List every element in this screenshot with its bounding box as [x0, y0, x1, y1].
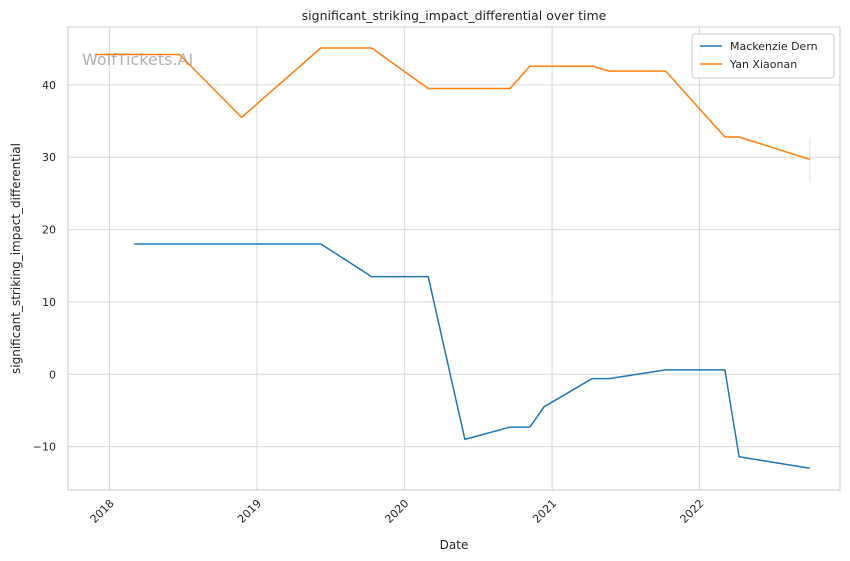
- x-tick-label: 2018: [88, 497, 117, 526]
- x-axis-label: Date: [440, 538, 469, 552]
- series-line: [134, 243, 810, 470]
- series-line: [94, 47, 810, 161]
- chart-title: significant_striking_impact_differential…: [302, 8, 607, 23]
- grid: [68, 27, 840, 490]
- legend-label: Yan Xiaonan: [729, 58, 797, 71]
- plot-frame: [67, 26, 841, 491]
- x-tick-label: 2022: [678, 497, 707, 526]
- y-tick-label: 30: [42, 151, 56, 164]
- y-tick-label: 20: [42, 224, 56, 237]
- legend-box: [691, 33, 835, 79]
- watermark: WolfTickets.AI: [82, 50, 193, 69]
- legend: Mackenzie Dern Yan Xiaonan: [691, 33, 835, 79]
- legend-label: Mackenzie Dern: [730, 40, 818, 53]
- x-tick-label: 2021: [530, 497, 559, 526]
- x-tick-label: 2019: [235, 497, 264, 526]
- y-tick-label: 0: [49, 368, 56, 381]
- y-tick-label: −10: [33, 441, 56, 454]
- series-layer: [94, 47, 811, 470]
- y-axis-label: significant_striking_impact_differential: [9, 143, 23, 374]
- x-tick-label: 2020: [382, 497, 411, 526]
- y-tick-labels: −10 0 10 20 30 40: [33, 79, 56, 454]
- y-tick-label: 40: [42, 79, 56, 92]
- y-tick-label: 10: [42, 296, 56, 309]
- x-tick-labels: 2018 2019 2020 2021 2022: [88, 497, 707, 526]
